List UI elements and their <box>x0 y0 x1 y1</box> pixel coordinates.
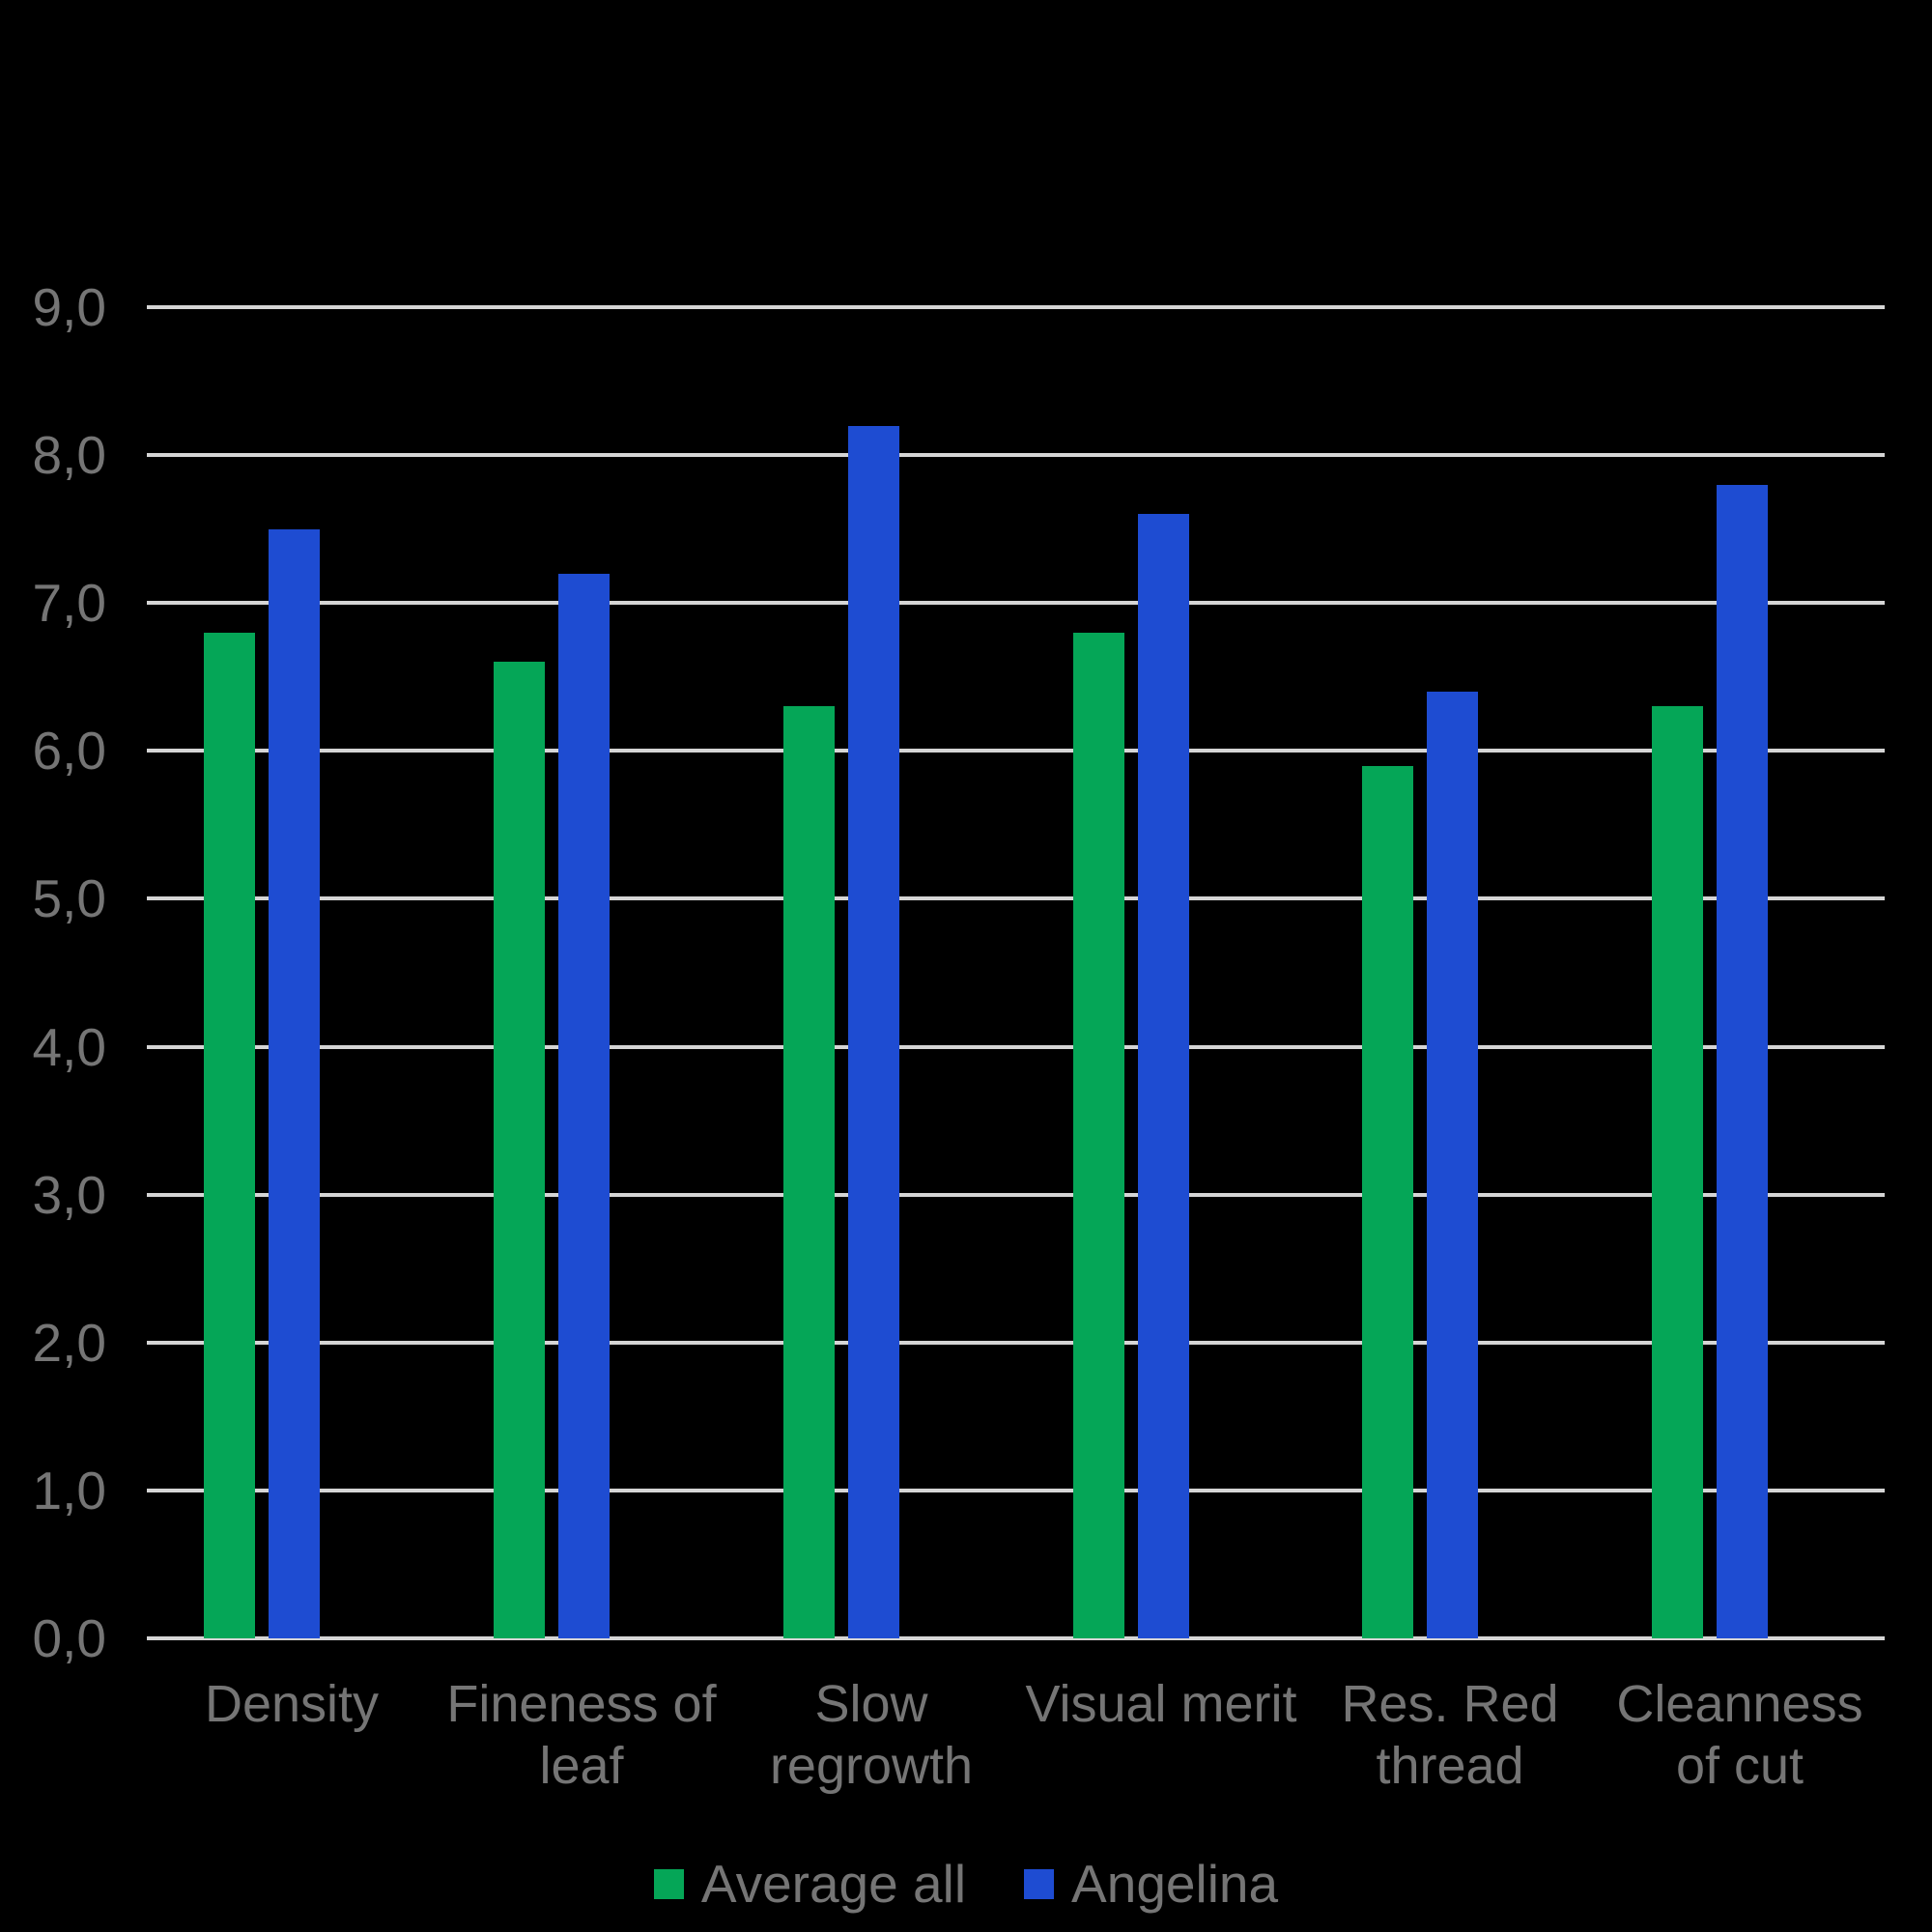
legend-item-angelina: Angelina <box>1024 1853 1278 1915</box>
legend-item-average-all: Average all <box>653 1853 967 1915</box>
legend-swatch-average-all <box>653 1868 684 1899</box>
y-tick-label-9-0: 9,0 <box>32 277 106 337</box>
bar-average-all-res-red-thread <box>1362 765 1413 1638</box>
gridline <box>147 1488 1885 1492</box>
bar-angelina-res-red-thread <box>1427 692 1478 1638</box>
bar-angelina-fineness-of-leaf <box>558 573 610 1638</box>
bar-angelina-cleanness-of-cut <box>1717 484 1768 1638</box>
legend-label-average-all: Average all <box>700 1854 967 1914</box>
bar-angelina-visual-merit <box>1138 514 1189 1638</box>
gridline <box>147 896 1885 901</box>
x-category-label-visual-merit: Visual merit <box>1025 1675 1297 1733</box>
x-category-label-slow-regrowth: Slow regrowth <box>769 1675 974 1795</box>
bar-average-all-slow-regrowth <box>783 706 835 1638</box>
y-tick-label-1-0: 1,0 <box>32 1461 106 1520</box>
x-category-label-density: Density <box>204 1675 380 1733</box>
y-tick-label-2-0: 2,0 <box>32 1313 106 1373</box>
plot-area <box>147 305 1885 1640</box>
gridline <box>147 1340 1885 1345</box>
legend: Average all Angelina <box>0 1850 1932 1918</box>
x-category-label-res-red-thread: Res. Red thread <box>1341 1675 1559 1795</box>
x-category-label-cleanness-of-cut: Cleanness of cut <box>1616 1675 1863 1795</box>
bar-average-all-cleanness-of-cut <box>1652 706 1703 1638</box>
bar-average-all-visual-merit <box>1073 632 1124 1638</box>
gridline <box>147 1192 1885 1197</box>
x-category-label-fineness-of-leaf: Fineness of leaf <box>446 1675 717 1795</box>
gridline <box>147 749 1885 753</box>
bar-average-all-density <box>204 632 255 1638</box>
gridline <box>147 1044 1885 1049</box>
bar-angelina-density <box>269 528 320 1638</box>
y-tick-label-3-0: 3,0 <box>32 1165 106 1225</box>
y-tick-label-4-0: 4,0 <box>32 1017 106 1077</box>
y-tick-label-6-0: 6,0 <box>32 721 106 781</box>
gridline <box>147 305 1885 309</box>
gridline <box>147 601 1885 606</box>
legend-label-angelina: Angelina <box>1071 1854 1279 1914</box>
x-axis-line <box>147 1636 1885 1640</box>
legend-swatch-angelina <box>1024 1868 1055 1899</box>
y-tick-label-5-0: 5,0 <box>32 868 106 928</box>
y-tick-label-0-0: 0,0 <box>32 1608 106 1668</box>
y-tick-label-8-0: 8,0 <box>32 425 106 485</box>
bar-angelina-slow-regrowth <box>848 425 899 1638</box>
bar-average-all-fineness-of-leaf <box>494 662 545 1638</box>
gridline <box>147 453 1885 458</box>
y-tick-label-7-0: 7,0 <box>32 573 106 633</box>
